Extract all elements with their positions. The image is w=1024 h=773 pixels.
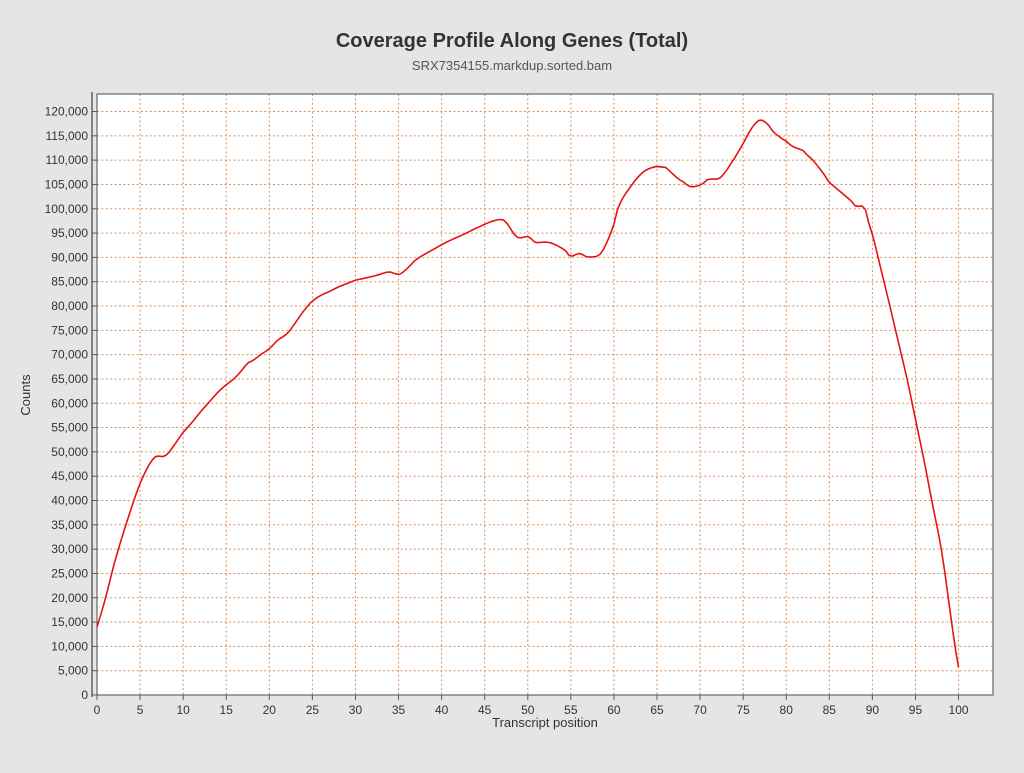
svg-text:60,000: 60,000 xyxy=(51,396,88,410)
svg-text:10: 10 xyxy=(176,703,190,717)
svg-text:35: 35 xyxy=(392,703,406,717)
svg-text:80: 80 xyxy=(780,703,794,717)
svg-text:60: 60 xyxy=(607,703,621,717)
svg-text:25: 25 xyxy=(306,703,320,717)
svg-text:Counts: Counts xyxy=(18,374,33,416)
svg-text:45: 45 xyxy=(478,703,492,717)
svg-text:0: 0 xyxy=(94,703,101,717)
svg-text:40,000: 40,000 xyxy=(51,494,88,508)
svg-text:70: 70 xyxy=(693,703,707,717)
svg-text:20,000: 20,000 xyxy=(51,591,88,605)
svg-text:75: 75 xyxy=(736,703,750,717)
svg-text:105,000: 105,000 xyxy=(45,177,89,191)
svg-text:100: 100 xyxy=(949,703,969,717)
svg-text:110,000: 110,000 xyxy=(46,153,89,167)
svg-text:95,000: 95,000 xyxy=(51,226,88,240)
svg-text:10,000: 10,000 xyxy=(51,639,88,653)
svg-text:45,000: 45,000 xyxy=(51,469,88,483)
svg-text:0: 0 xyxy=(81,688,88,702)
svg-text:65: 65 xyxy=(650,703,664,717)
svg-text:115,000: 115,000 xyxy=(46,129,89,143)
svg-text:30,000: 30,000 xyxy=(51,542,88,556)
svg-text:5: 5 xyxy=(137,703,144,717)
svg-text:55,000: 55,000 xyxy=(51,421,88,435)
svg-text:35,000: 35,000 xyxy=(51,518,88,532)
svg-text:90,000: 90,000 xyxy=(51,250,88,264)
svg-text:20: 20 xyxy=(263,703,277,717)
svg-text:65,000: 65,000 xyxy=(51,372,88,386)
svg-text:75,000: 75,000 xyxy=(51,323,88,337)
svg-text:Transcript position: Transcript position xyxy=(492,715,598,730)
svg-text:25,000: 25,000 xyxy=(51,566,88,580)
svg-text:15: 15 xyxy=(220,703,234,717)
svg-text:80,000: 80,000 xyxy=(51,299,88,313)
svg-text:5,000: 5,000 xyxy=(58,664,88,678)
svg-text:15,000: 15,000 xyxy=(51,615,88,629)
svg-text:95: 95 xyxy=(909,703,923,717)
svg-text:100,000: 100,000 xyxy=(45,202,89,216)
svg-text:85: 85 xyxy=(823,703,837,717)
svg-text:70,000: 70,000 xyxy=(51,348,88,362)
svg-text:120,000: 120,000 xyxy=(45,105,89,119)
svg-text:90: 90 xyxy=(866,703,880,717)
svg-text:50,000: 50,000 xyxy=(51,445,88,459)
svg-text:85,000: 85,000 xyxy=(51,275,88,289)
svg-text:40: 40 xyxy=(435,703,449,717)
svg-text:30: 30 xyxy=(349,703,363,717)
